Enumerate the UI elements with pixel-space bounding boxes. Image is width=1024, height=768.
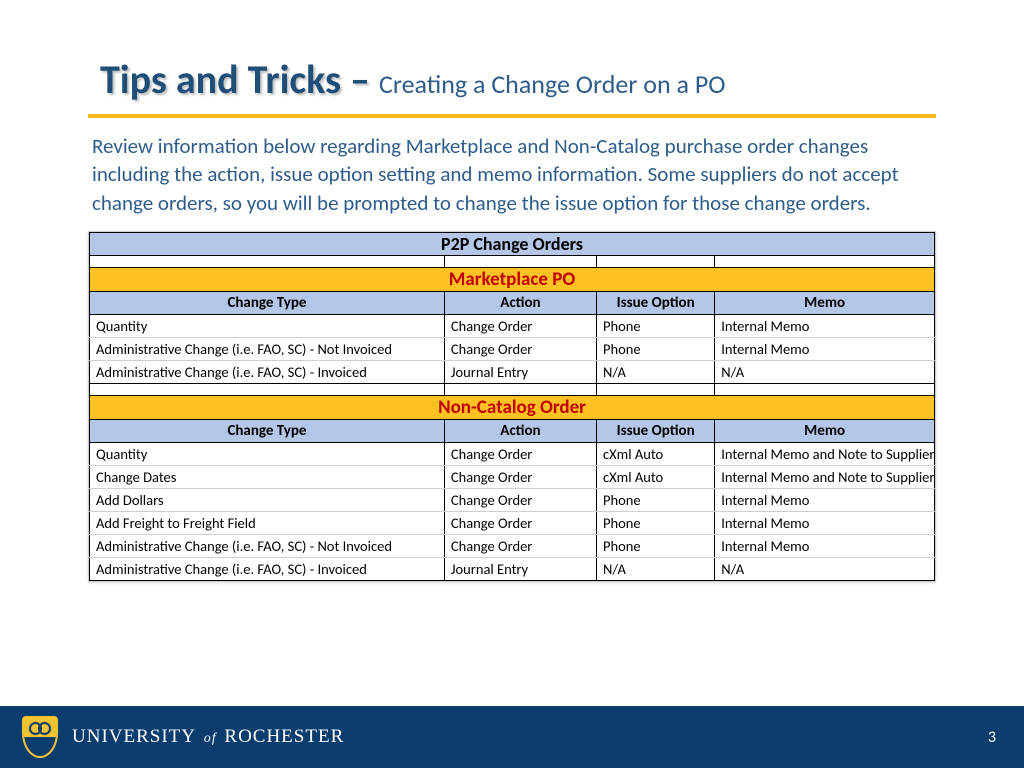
cell: Change Dates: [90, 466, 445, 489]
cell: Journal Entry: [444, 361, 596, 384]
cell: Internal Memo: [715, 512, 935, 535]
table-row: Administrative Change (i.e. FAO, SC) - N…: [90, 338, 935, 361]
cell: N/A: [715, 361, 935, 384]
cell: Change Order: [444, 338, 596, 361]
cell: Internal Memo: [715, 315, 935, 338]
change-orders-table: P2P Change Orders Marketplace PO Change …: [88, 231, 936, 582]
cell: Administrative Change (i.e. FAO, SC) - N…: [90, 338, 445, 361]
table-row: Change Dates Change Order cXml Auto Inte…: [90, 466, 935, 489]
university-name: UNIVERSITY of ROCHESTER: [72, 726, 344, 748]
col-header: Memo: [715, 420, 935, 443]
cell: Change Order: [444, 466, 596, 489]
cell: Phone: [596, 512, 714, 535]
table-row: Administrative Change (i.e. FAO, SC) - I…: [90, 558, 935, 581]
col-header: Change Type: [90, 420, 445, 443]
cell: Change Order: [444, 535, 596, 558]
cell: Phone: [596, 315, 714, 338]
col-header: Memo: [715, 292, 935, 315]
cell: Phone: [596, 489, 714, 512]
cell: Administrative Change (i.e. FAO, SC) - N…: [90, 535, 445, 558]
shield-icon: [22, 716, 58, 758]
university-logo: UNIVERSITY of ROCHESTER: [22, 716, 344, 758]
cell: cXml Auto: [596, 443, 714, 466]
table-row: Quantity Change Order Phone Internal Mem…: [90, 315, 935, 338]
cell: Internal Memo and Note to Supplier: [715, 443, 935, 466]
cell: cXml Auto: [596, 466, 714, 489]
col-header: Action: [444, 420, 596, 443]
title-main: Tips and Tricks –: [100, 55, 379, 104]
table-row: Administrative Change (i.e. FAO, SC) - N…: [90, 535, 935, 558]
cell: Change Order: [444, 512, 596, 535]
table-row: Add Dollars Change Order Phone Internal …: [90, 489, 935, 512]
col-header: Issue Option: [596, 292, 714, 315]
cell: Administrative Change (i.e. FAO, SC) - I…: [90, 558, 445, 581]
col-header: Change Type: [90, 292, 445, 315]
cell: Quantity: [90, 443, 445, 466]
col-header: Action: [444, 292, 596, 315]
cell: Add Dollars: [90, 489, 445, 512]
uni-pre: UNIVERSITY: [72, 726, 196, 747]
uni-post: ROCHESTER: [224, 726, 344, 747]
body-paragraph: Review information below regarding Marke…: [0, 132, 1024, 227]
cell: N/A: [596, 558, 714, 581]
cell: Phone: [596, 338, 714, 361]
slide: Tips and Tricks – Creating a Change Orde…: [0, 0, 1024, 768]
table-row: Add Freight to Freight Field Change Orde…: [90, 512, 935, 535]
cell: Internal Memo: [715, 489, 935, 512]
table-row: Quantity Change Order cXml Auto Internal…: [90, 443, 935, 466]
title-area: Tips and Tricks – Creating a Change Orde…: [0, 0, 1024, 104]
table-row: Administrative Change (i.e. FAO, SC) - I…: [90, 361, 935, 384]
title-sub: Creating a Change Order on a PO: [379, 68, 726, 100]
table-main-header: P2P Change Orders: [90, 233, 935, 256]
cell: Internal Memo: [715, 535, 935, 558]
cell: Internal Memo: [715, 338, 935, 361]
cell: Quantity: [90, 315, 445, 338]
cell: N/A: [596, 361, 714, 384]
section-title-noncatalog: Non-Catalog Order: [90, 396, 935, 420]
uni-of: of: [202, 731, 219, 746]
cell: Add Freight to Freight Field: [90, 512, 445, 535]
title-rule: [88, 114, 936, 118]
cell: Phone: [596, 535, 714, 558]
cell: Administrative Change (i.e. FAO, SC) - I…: [90, 361, 445, 384]
cell: Change Order: [444, 443, 596, 466]
col-header: Issue Option: [596, 420, 714, 443]
cell: Change Order: [444, 315, 596, 338]
cell: Journal Entry: [444, 558, 596, 581]
cell: N/A: [715, 558, 935, 581]
footer: UNIVERSITY of ROCHESTER 3: [0, 706, 1024, 768]
cell: Change Order: [444, 489, 596, 512]
section-title-marketplace: Marketplace PO: [90, 268, 935, 292]
page-number: 3: [988, 728, 996, 747]
cell: Internal Memo and Note to Supplier: [715, 466, 935, 489]
